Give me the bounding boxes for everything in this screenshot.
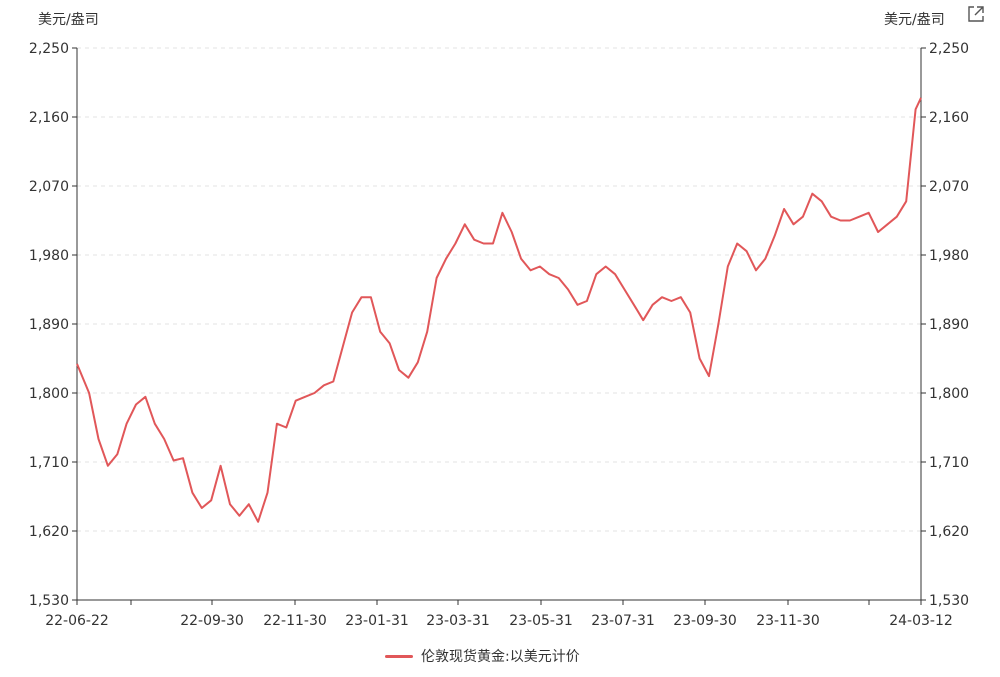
x-tick-label: 23-03-31	[426, 613, 490, 629]
y-tick-label: 2,160	[929, 110, 969, 126]
x-tick-label: 24-03-12	[889, 613, 953, 629]
y-tick-label: 2,070	[929, 179, 969, 195]
x-tick-label: 23-11-30	[756, 613, 820, 629]
y-tick-label: 1,620	[29, 524, 69, 540]
y-tick-label: 2,160	[29, 110, 69, 126]
x-tick-label: 23-05-31	[509, 613, 573, 629]
y-tick-label: 1,530	[929, 593, 969, 609]
gridlines	[77, 47, 921, 532]
series-line	[76, 97, 922, 523]
series-lines[interactable]	[76, 97, 922, 523]
y-tick-label: 1,800	[29, 386, 69, 402]
y-tick-label: 1,800	[929, 386, 969, 402]
external-link-icon[interactable]	[966, 4, 986, 24]
x-tick-label: 23-09-30	[673, 613, 737, 629]
x-tick-label: 23-01-31	[345, 613, 409, 629]
legend-swatch	[385, 654, 413, 658]
legend-label: 伦敦现货黄金:以美元计价	[421, 649, 580, 665]
y-tick-label: 1,890	[29, 317, 69, 333]
x-tick-label: 23-07-31	[591, 613, 655, 629]
y-axis-unit-left: 美元/盎司	[38, 12, 99, 28]
x-tick-label: 22-11-30	[263, 613, 327, 629]
y-tick-label: 2,250	[929, 41, 969, 57]
y-tick-label: 1,980	[29, 248, 69, 264]
y-axis-left: 1,530 1,620 1,710 1,800 1,890 1,980 2,070 2,160…	[29, 41, 77, 609]
axes	[76, 48, 922, 601]
y-tick-label: 1,980	[929, 248, 969, 264]
y-tick-label: 1,620	[929, 524, 969, 540]
x-tick-label: 22-09-30	[180, 613, 244, 629]
y-tick-label: 1,530	[29, 593, 69, 609]
y-tick-label: 2,070	[29, 179, 69, 195]
y-tick-label: 2,250	[29, 41, 69, 57]
y-axis-right: 1,530 1,620 1,710 1,800 1,890 1,980 2,070 2,160…	[921, 41, 969, 609]
y-tick-label: 1,710	[29, 455, 69, 471]
legend[interactable]: 伦敦现货黄金:以美元计价	[385, 646, 580, 666]
x-axis: 22-06-22 22-09-30 22-11-30 23-01-31 23-03-31…	[45, 600, 953, 629]
x-tick-label: 22-06-22	[45, 613, 109, 629]
y-tick-label: 1,710	[929, 455, 969, 471]
y-axis-unit-right: 美元/盎司	[884, 12, 945, 28]
y-tick-label: 1,890	[929, 317, 969, 333]
